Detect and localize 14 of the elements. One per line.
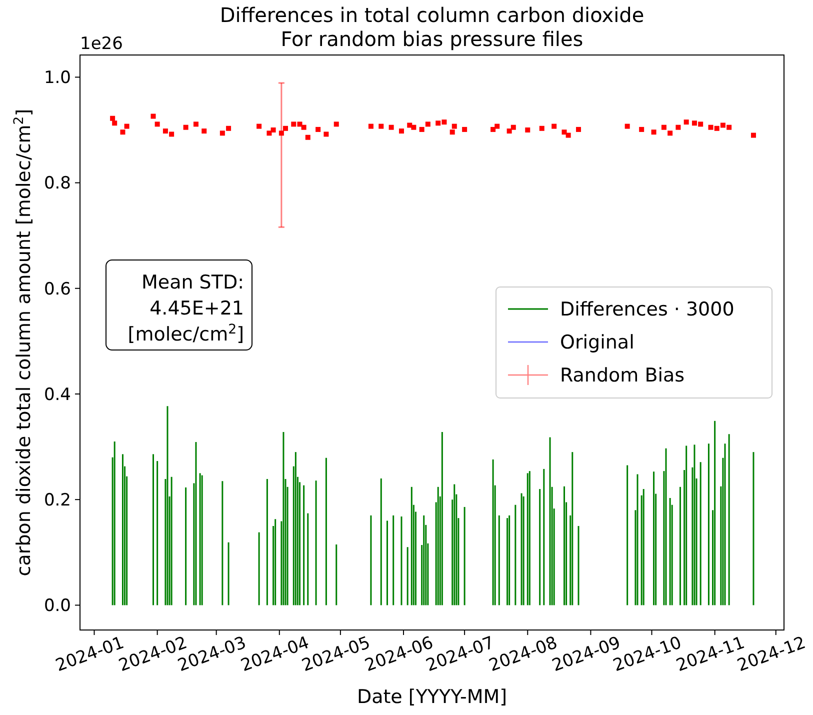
- y-tick-label: 0.4: [44, 384, 71, 405]
- x-axis-title: Date [YYYY-MM]: [356, 686, 508, 708]
- y-tick-label: 0.6: [44, 279, 71, 300]
- legend-label: Original: [560, 332, 634, 354]
- y-tick-label: 1.0: [44, 68, 71, 88]
- text: 1e26: [80, 34, 123, 54]
- annotation: Mean STD: 4.45E+21 [molec/cm$^{2}$]: [128, 272, 244, 346]
- legend-label: Random Bias: [560, 364, 685, 387]
- chart-subtitle: For random bias pressure files: [280, 27, 584, 51]
- y-tick-label: 0.0: [44, 596, 71, 616]
- y-tick-label: 0.8: [44, 174, 71, 194]
- y-tick-label: 0.2: [44, 490, 71, 511]
- legend-label: Differences · 3000: [560, 298, 734, 321]
- chart-title: Differences in total column carbon dioxide: [220, 3, 644, 27]
